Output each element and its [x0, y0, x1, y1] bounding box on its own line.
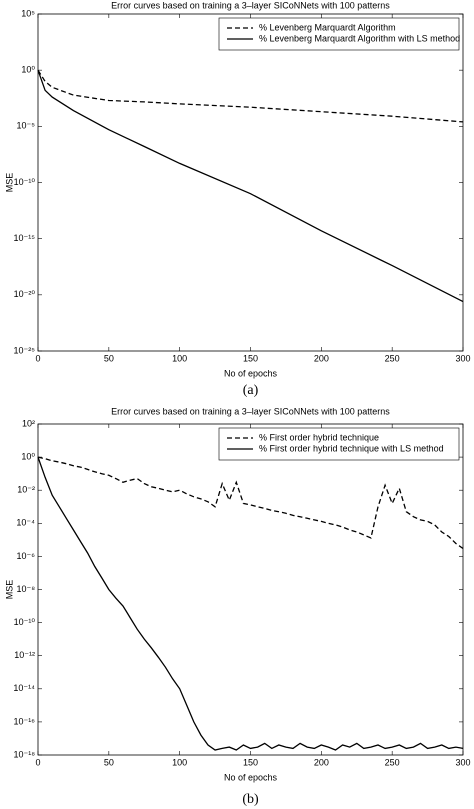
legend-box	[218, 427, 460, 461]
series-line	[37, 456, 464, 550]
x-tick-label: 100	[172, 757, 187, 767]
series-line	[37, 69, 464, 303]
y-tick-label: 10⁻¹⁰	[14, 177, 36, 187]
caption: (b)	[242, 792, 259, 807]
y-tick-label: 10⁻¹⁵	[14, 233, 36, 243]
y-tick-label: 10⁻⁵	[17, 121, 36, 131]
y-tick-label: 10⁻⁶	[17, 551, 36, 561]
x-tick-label: 150	[243, 353, 258, 363]
legend-box	[218, 17, 460, 51]
y-tick-label: 10²	[22, 418, 35, 428]
legend-label: % Levenberg Marquardt Algorithm with LS …	[259, 33, 460, 43]
x-tick-label: 0	[35, 353, 40, 363]
chart-title: Error curves based on training a 3–layer…	[111, 0, 390, 10]
y-tick-label: 10⁻⁴	[16, 518, 35, 528]
y-tick-label: 10⁵	[21, 8, 35, 18]
y-axis-label: MSE	[4, 580, 14, 600]
y-tick-label: 10⁻¹⁰	[14, 617, 36, 627]
x-tick-label: 200	[314, 757, 329, 767]
y-axis-label: MSE	[4, 173, 14, 193]
x-tick-label: 0	[35, 757, 40, 767]
y-tick-label: 10⁻¹⁸	[13, 749, 35, 759]
y-tick-label: 10⁻²⁰	[14, 289, 36, 299]
y-tick-label: 10⁻¹²	[14, 650, 35, 660]
x-tick-label: 300	[455, 757, 470, 767]
x-tick-label: 200	[314, 353, 329, 363]
x-tick-label: 50	[104, 353, 114, 363]
series-line	[37, 69, 464, 123]
legend-label: % First order hybrid technique with LS m…	[259, 443, 444, 453]
x-tick-label: 300	[455, 353, 470, 363]
x-axis-label: No of epochs	[224, 772, 278, 782]
series-line	[37, 456, 464, 751]
x-tick-label: 150	[243, 757, 258, 767]
x-tick-label: 50	[104, 757, 114, 767]
y-tick-label: 10⁰	[21, 451, 35, 461]
x-tick-label: 250	[385, 353, 400, 363]
legend-label: % First order hybrid technique	[259, 432, 379, 442]
y-tick-label: 10⁰	[21, 65, 35, 75]
legend-label: % Levenberg Marquardt Algorithm	[259, 22, 396, 32]
y-tick-label: 10⁻²⁵	[14, 345, 36, 355]
x-tick-label: 100	[172, 353, 187, 363]
plot-frame	[37, 13, 464, 352]
caption: (a)	[243, 383, 259, 398]
x-tick-label: 250	[385, 757, 400, 767]
y-tick-label: 10⁻⁸	[16, 584, 35, 594]
y-tick-label: 10⁻¹⁶	[14, 716, 36, 726]
y-tick-label: 10⁻²	[17, 485, 35, 495]
y-tick-label: 10⁻¹⁴	[13, 683, 35, 693]
x-axis-label: No of epochs	[224, 368, 278, 378]
chart-title: Error curves based on training a 3–layer…	[111, 406, 390, 416]
